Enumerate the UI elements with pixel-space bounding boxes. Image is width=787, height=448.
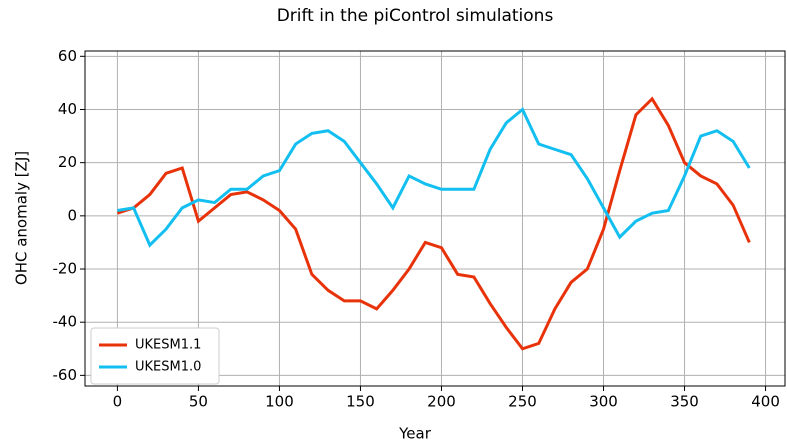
legend-label: UKESM1.1	[135, 338, 201, 353]
x-tick-label: 0	[113, 393, 123, 411]
plot-frame	[84, 50, 786, 387]
y-tick-label: 0	[67, 206, 77, 224]
y-tick-label: 20	[58, 153, 77, 171]
x-axis-label: Year	[398, 425, 432, 443]
x-tick-label: 200	[427, 393, 456, 411]
y-tick-label: -20	[53, 260, 78, 278]
y-tick-label: -60	[53, 366, 78, 384]
y-axis-label: OHC anomaly [ZJ]	[13, 151, 31, 285]
x-tick-label: 150	[346, 393, 375, 411]
x-tick-label: 400	[751, 393, 780, 411]
series-line	[117, 107, 751, 248]
y-tick-label: 40	[58, 100, 77, 118]
chart-title: Drift in the piControl simulations	[277, 6, 554, 26]
x-tick-label: 100	[265, 393, 294, 411]
x-tick-label: 250	[508, 393, 537, 411]
y-tick-label: 60	[58, 47, 77, 65]
x-tick-label: 300	[589, 393, 618, 411]
x-tick-label: 50	[189, 393, 208, 411]
series-line	[116, 96, 751, 351]
legend-box	[90, 327, 220, 385]
x-tick-label: 350	[670, 393, 699, 411]
y-tick-label: -40	[53, 313, 78, 331]
legend-label: UKESM1.0	[135, 360, 201, 375]
